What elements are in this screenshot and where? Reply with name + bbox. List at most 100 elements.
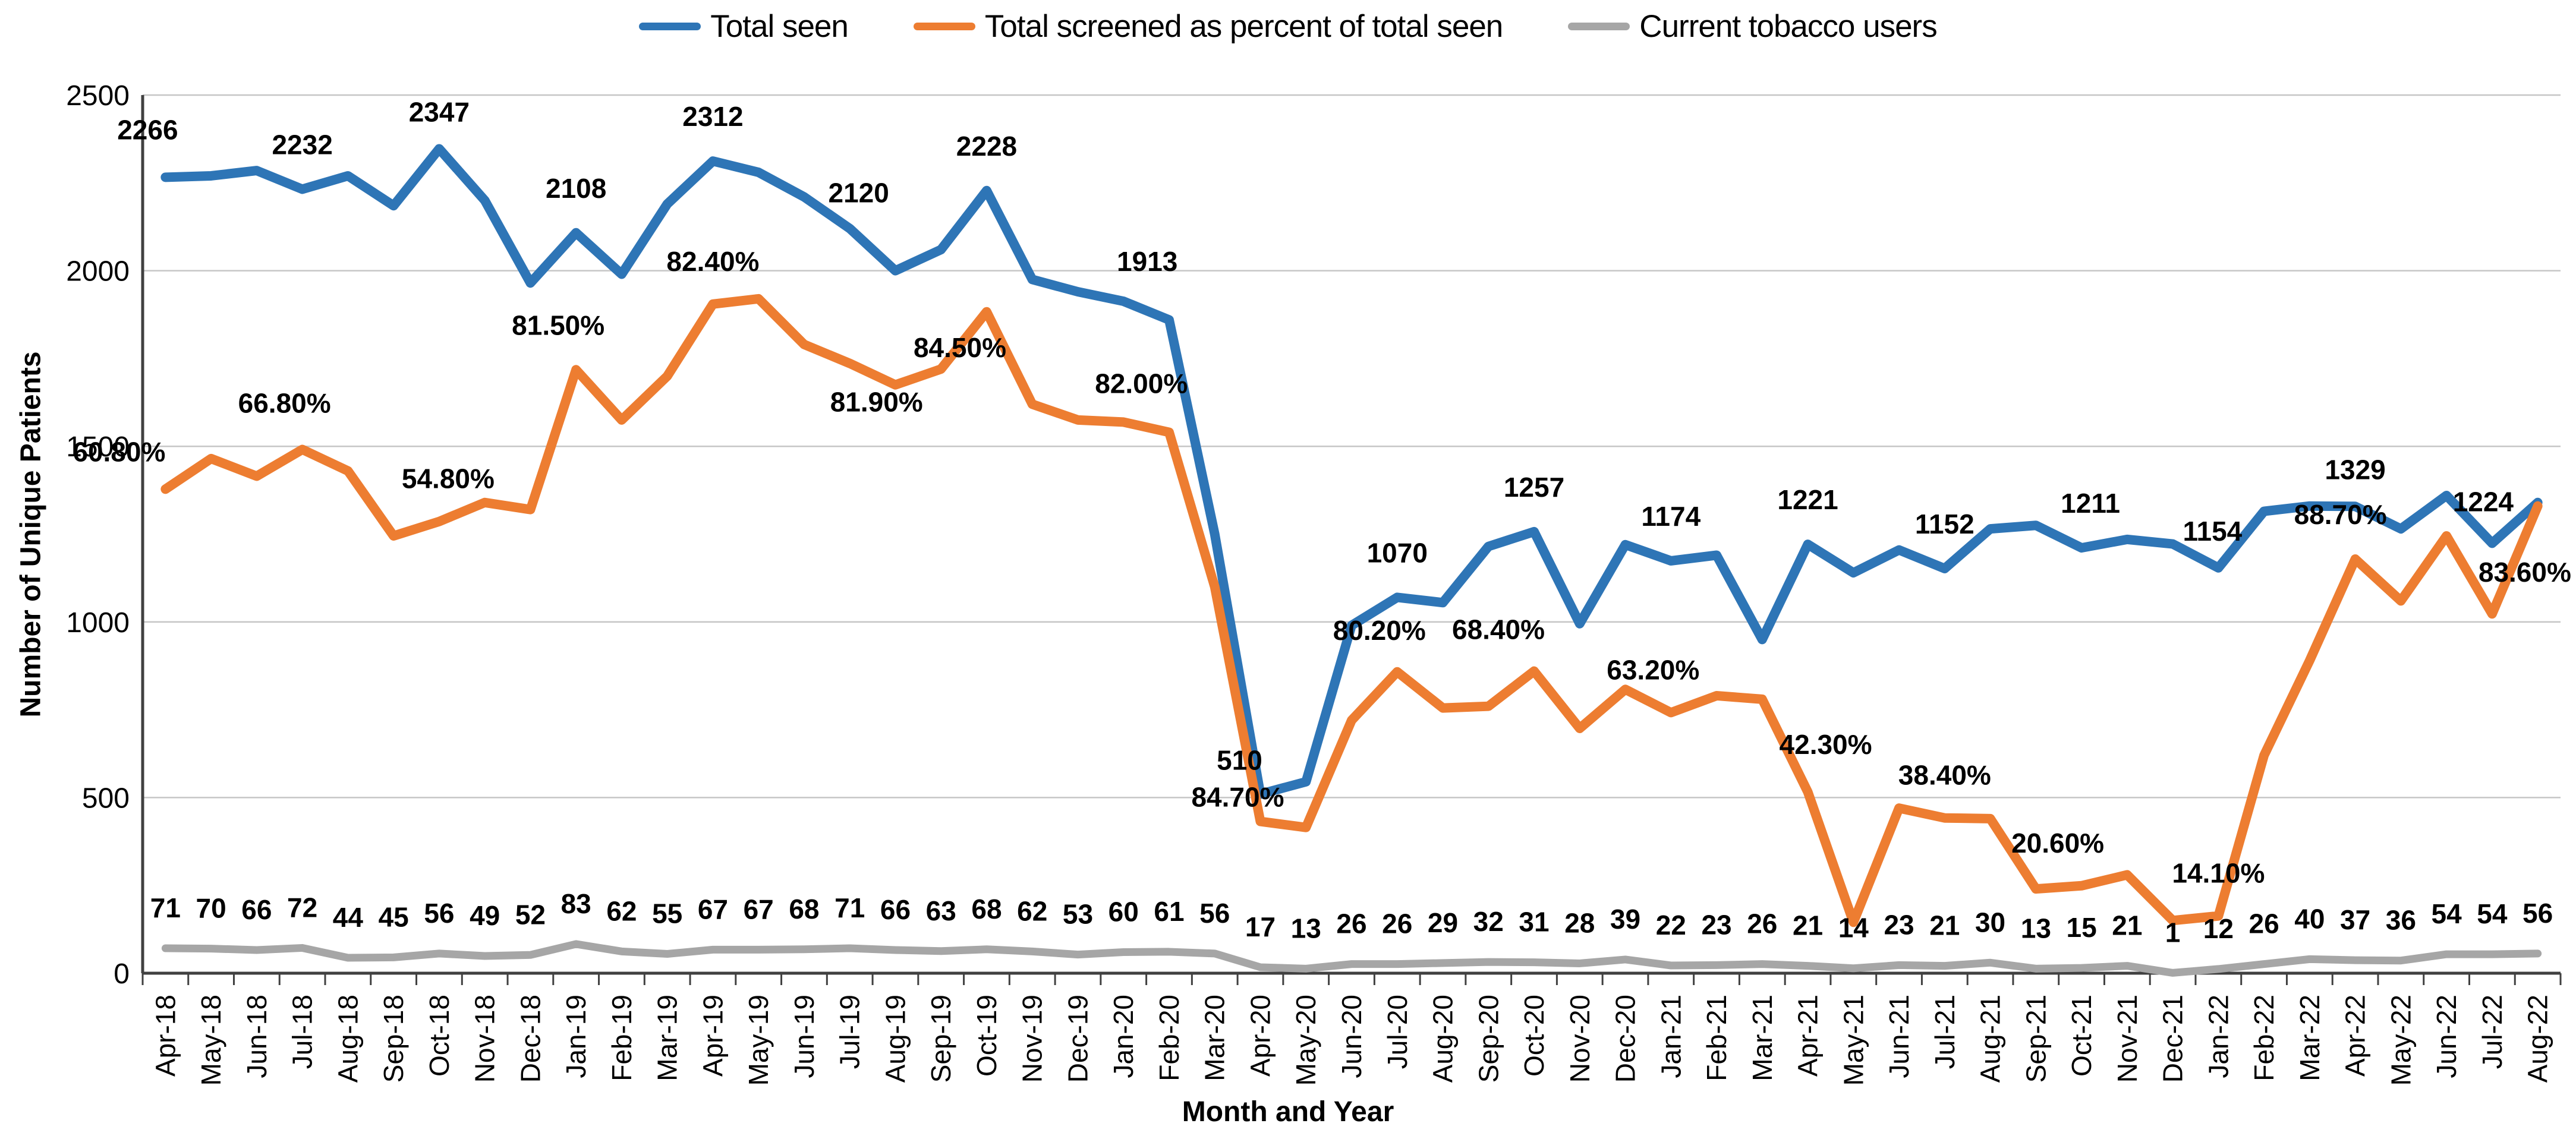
data-label: 2347 [409,96,470,127]
data-label: 40 [2294,903,2325,934]
x-tick-label: Nov-21 [2112,995,2143,1083]
x-tick-label: Apr-20 [1245,995,1276,1077]
data-label: 510 [1217,744,1262,775]
data-label: 66 [880,894,911,925]
data-label: 1154 [2183,516,2242,547]
data-label: 67 [744,894,774,924]
data-label: 23 [1701,909,1731,940]
data-label: 49 [470,900,500,931]
data-label: 72 [287,892,317,923]
x-tick-label: Apr-21 [1793,995,1824,1077]
legend-swatch-total-screened [913,23,975,30]
data-label: 1329 [2325,454,2385,485]
data-label: 81.50% [512,310,604,340]
data-label: 66 [241,894,272,925]
data-label: 60 [1109,897,1139,927]
x-tick-label: Jun-20 [1336,995,1367,1078]
data-label: 29 [1428,907,1458,938]
x-tick-label: Dec-21 [2158,995,2188,1083]
x-tick-label: Dec-18 [515,995,546,1083]
data-label: 62 [606,895,637,926]
data-label: 83 [561,888,591,919]
y-tick-label: 1000 [66,607,130,639]
x-tick-label: Jul-21 [1929,995,1960,1069]
data-label: 82.40% [666,246,759,277]
data-label: 71 [150,892,181,923]
data-label: 61 [1154,896,1184,927]
y-axis-title: Number of Unique Patients [15,351,47,718]
data-label: 68 [971,894,1002,924]
x-tick-label: Jul-18 [287,995,318,1069]
labels-total-screened: 60.80% 66.80% 54.80% 81.50% 82.40% 81.90% 84.5… [73,246,2571,889]
labels-total-seen: 2266 2232 2347 2108 2312 2120 2228 1913 510 1070 1… [117,96,2514,775]
y-axis-tick-labels: 0 500 1000 1500 2000 2500 [66,80,130,990]
data-label: 44 [333,902,364,933]
x-tick-label: Jan-21 [1655,995,1686,1078]
data-label: 45 [379,901,409,932]
x-tick-label: Mar-21 [1747,995,1778,1081]
x-tick-label: May-21 [1838,995,1869,1085]
data-label: 66.80% [238,388,331,419]
x-tick-label: Nov-20 [1564,995,1595,1083]
x-tick-label: Mar-19 [652,995,683,1081]
y-tick-label: 0 [114,958,130,990]
data-label: 31 [1519,907,1549,938]
data-label: 2266 [117,114,178,145]
data-label: 26 [1336,908,1366,939]
x-tick-label: Jun-19 [789,995,820,1078]
data-label: 1257 [1504,472,1564,503]
data-label: 21 [1929,910,1960,941]
data-label: 28 [1564,907,1595,938]
series-total-screened-line [160,294,2543,927]
x-tick-label: Feb-20 [1154,995,1185,1081]
data-label: 52 [515,899,546,930]
legend-item-total-screened: Total screened as percent of total seen [913,8,1503,45]
series-total-seen [160,144,2543,799]
legend-item-tobacco-users: Current tobacco users [1568,8,1938,45]
legend-swatch-tobacco-users [1568,23,1630,30]
legend-label-tobacco-users: Current tobacco users [1639,9,1937,44]
x-tick-label: Oct-18 [424,995,455,1077]
data-label: 60.80% [73,436,165,467]
data-label: 1070 [1367,537,1428,568]
y-tick-label: 2500 [66,80,130,112]
x-tick-label: Sep-19 [925,995,956,1083]
data-label: 14 [1838,913,1869,943]
data-label: 36 [2386,905,2416,936]
data-label: 12 [2203,913,2234,944]
series-total-screened [160,294,2543,927]
data-label: 88.70% [2294,499,2387,530]
data-label: 13 [2021,913,2051,943]
data-label: 62 [1017,895,1047,926]
x-tick-label: Dec-20 [1610,995,1641,1083]
data-label: 1221 [1777,484,1838,515]
x-tick-label: May-19 [743,995,774,1085]
y-tick-label: 500 [82,782,130,814]
data-label: 42.30% [1780,729,1872,760]
x-tick-label: Feb-19 [606,995,637,1081]
data-label: 1174 [1641,501,1700,532]
data-label: 2108 [546,173,606,204]
data-label: 80.20% [1333,615,1426,646]
data-label: 70 [196,893,226,924]
legend-item-total-seen: Total seen [639,8,849,45]
x-tick-label: Jun-18 [241,995,272,1078]
x-tick-label: Nov-19 [1017,995,1048,1083]
data-label: 68 [789,894,819,924]
data-label: 21 [2112,910,2142,941]
data-label: 54.80% [402,463,495,494]
data-label: 53 [1063,899,1093,930]
data-label: 15 [2066,912,2096,943]
data-label: 71 [834,892,865,923]
data-label: 2232 [272,129,332,160]
data-label: 26 [2249,908,2279,939]
data-label: 2120 [829,178,889,209]
data-label: 1913 [1117,246,1177,277]
data-label: 84.50% [914,332,1006,363]
legend-label-total-seen: Total seen [710,9,849,44]
x-tick-label: Jan-22 [2203,995,2234,1078]
labels-tobacco-users: 71 70 66 72 44 45 56 49 52 83 62 55 67 67 68 71 66 63 68 62… [150,888,2553,948]
x-tick-label: Mar-22 [2294,995,2325,1081]
